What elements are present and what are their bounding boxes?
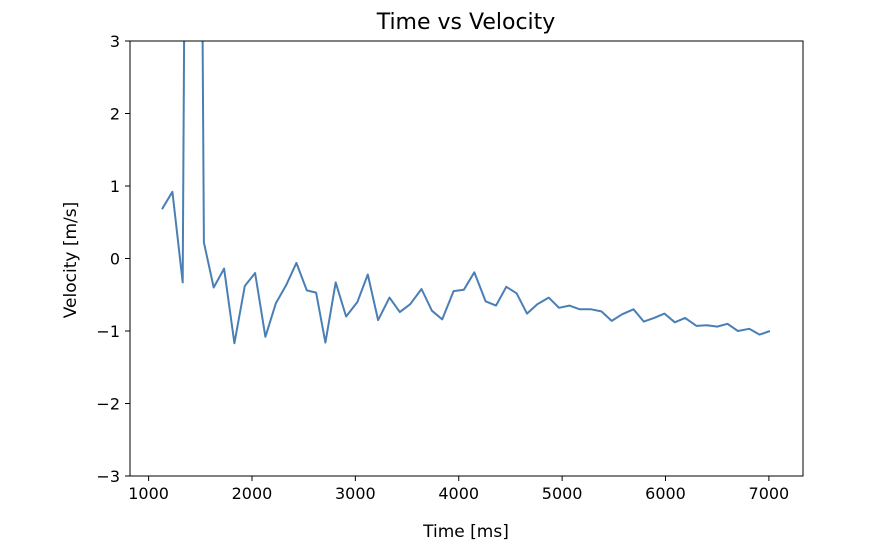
y-tick-label: 1 [110, 177, 120, 196]
series-line-0 [161, 41, 771, 345]
x-tick-label: 3000 [335, 484, 376, 503]
y-tick-label: −1 [96, 322, 120, 341]
x-axis-ticks: 1000 2000 3000 4000 5000 6000 7000 [128, 476, 789, 503]
y-axis-ticks: 3 2 1 0 −1 −2 −3 [96, 32, 130, 486]
y-tick-label: 3 [110, 32, 120, 51]
x-axis-label: Time [ms] [422, 522, 509, 542]
x-tick-label: 5000 [542, 484, 583, 503]
x-tick-label: 7000 [749, 484, 790, 503]
x-tick-label: 1000 [128, 484, 169, 503]
x-tick-label: 2000 [232, 484, 273, 503]
x-tick-label: 4000 [438, 484, 479, 503]
y-tick-label: −2 [96, 395, 120, 414]
chart-title: Time vs Velocity [376, 10, 556, 35]
y-tick-label: 0 [110, 250, 120, 269]
plot-frame [129, 40, 804, 477]
y-tick-label: −3 [96, 467, 120, 486]
y-tick-label: 2 [110, 105, 120, 124]
x-tick-label: 6000 [645, 484, 686, 503]
y-axis-label: Velocity [m/s] [61, 202, 81, 319]
plot-area [161, 41, 771, 345]
